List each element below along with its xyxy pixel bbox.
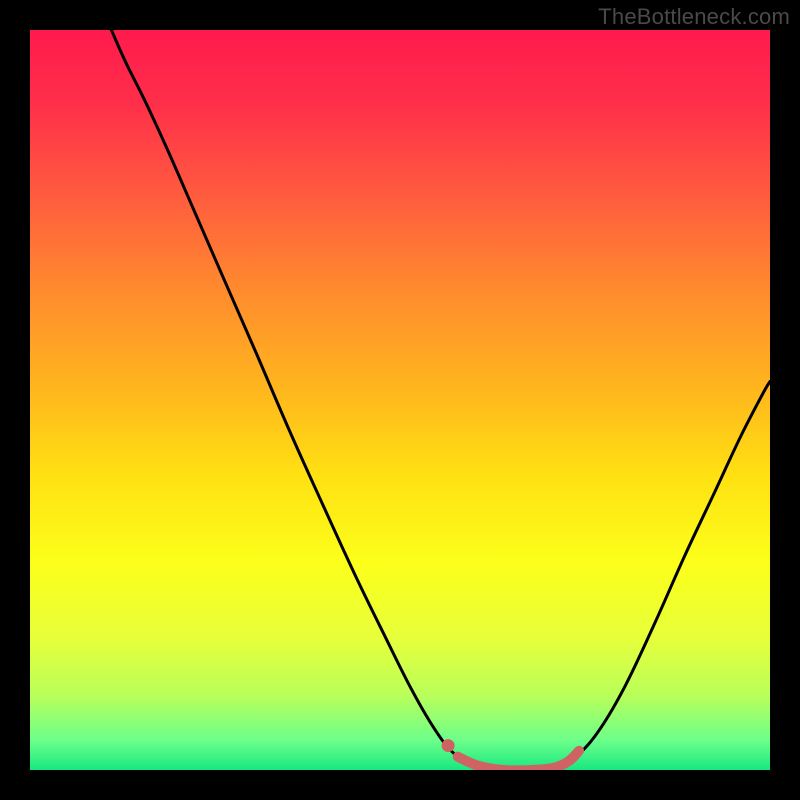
ideal-zone-marker (442, 739, 455, 752)
gradient-background (30, 30, 770, 770)
bottleneck-chart (0, 0, 800, 800)
watermark-text: TheBottleneck.com (598, 4, 790, 30)
